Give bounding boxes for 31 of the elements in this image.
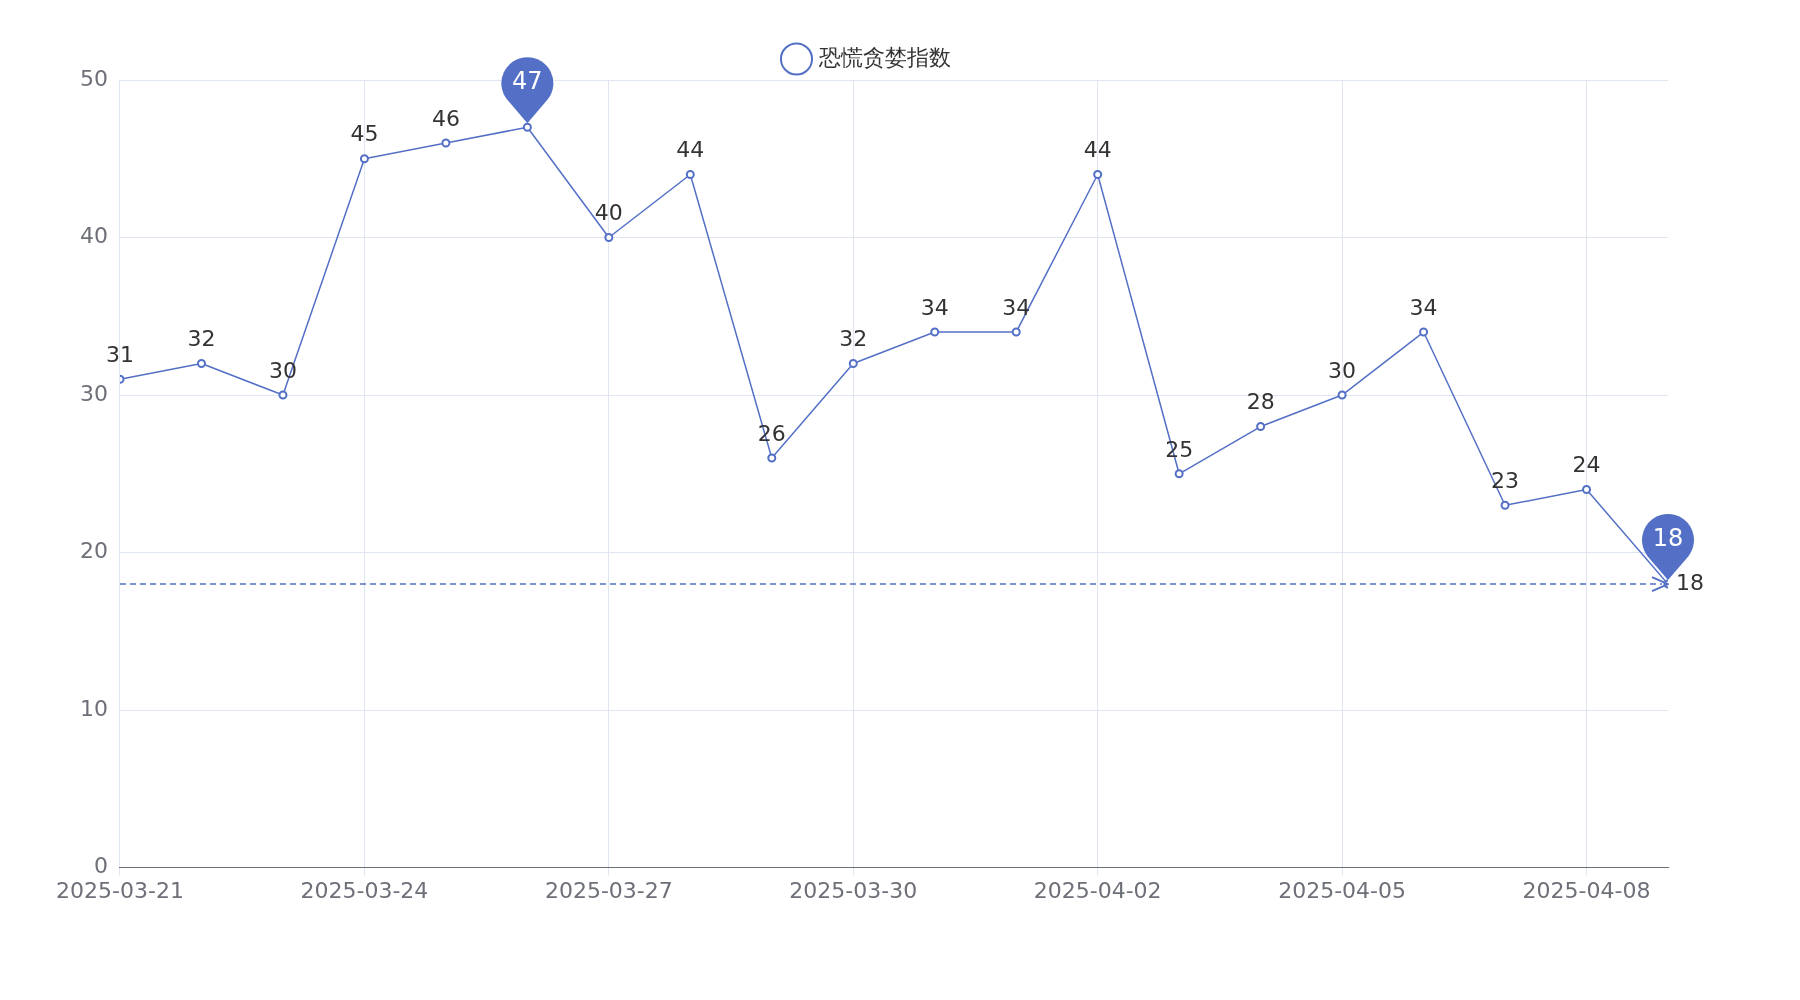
y-tick-label: 10 <box>79 695 108 721</box>
x-tick-label: 2025-03-30 <box>789 877 918 903</box>
data-label: 40 <box>594 200 623 226</box>
y-tick-label: 40 <box>79 223 108 249</box>
ref-line-label: 18 <box>1652 524 1684 553</box>
y-tick-label: 30 <box>79 380 108 406</box>
x-tick-label: 2025-04-08 <box>1522 877 1651 903</box>
data-label: 24 <box>1572 452 1601 478</box>
data-label: 32 <box>839 326 868 352</box>
y-tick-label: 50 <box>79 65 108 91</box>
data-label: 46 <box>431 105 460 131</box>
data-label: 34 <box>1002 294 1031 320</box>
x-tick-label: 2025-03-24 <box>300 877 429 903</box>
data-label: 32 <box>187 326 216 352</box>
data-label: 28 <box>1246 389 1275 415</box>
data-label: 34 <box>1409 294 1438 320</box>
data-label: 34 <box>920 294 949 320</box>
data-label: 47 <box>512 67 543 96</box>
data-label: 45 <box>350 121 379 147</box>
x-tick-label: 2025-03-21 <box>56 877 184 903</box>
y-tick-label: 0 <box>93 853 108 879</box>
data-label: 44 <box>676 137 705 163</box>
data-label: 44 <box>1083 137 1112 163</box>
data-label: 30 <box>1328 357 1357 383</box>
x-tick-label: 2025-03-27 <box>544 877 673 903</box>
x-tick-label: 2025-04-02 <box>1033 877 1162 903</box>
data-label: 31 <box>105 342 134 368</box>
data-label: 18 <box>1676 569 1704 595</box>
y-tick-label: 20 <box>79 538 108 564</box>
legend-label: 恐慌贪婪指数 <box>817 44 951 70</box>
x-tick-label: 2025-04-05 <box>1278 877 1407 903</box>
